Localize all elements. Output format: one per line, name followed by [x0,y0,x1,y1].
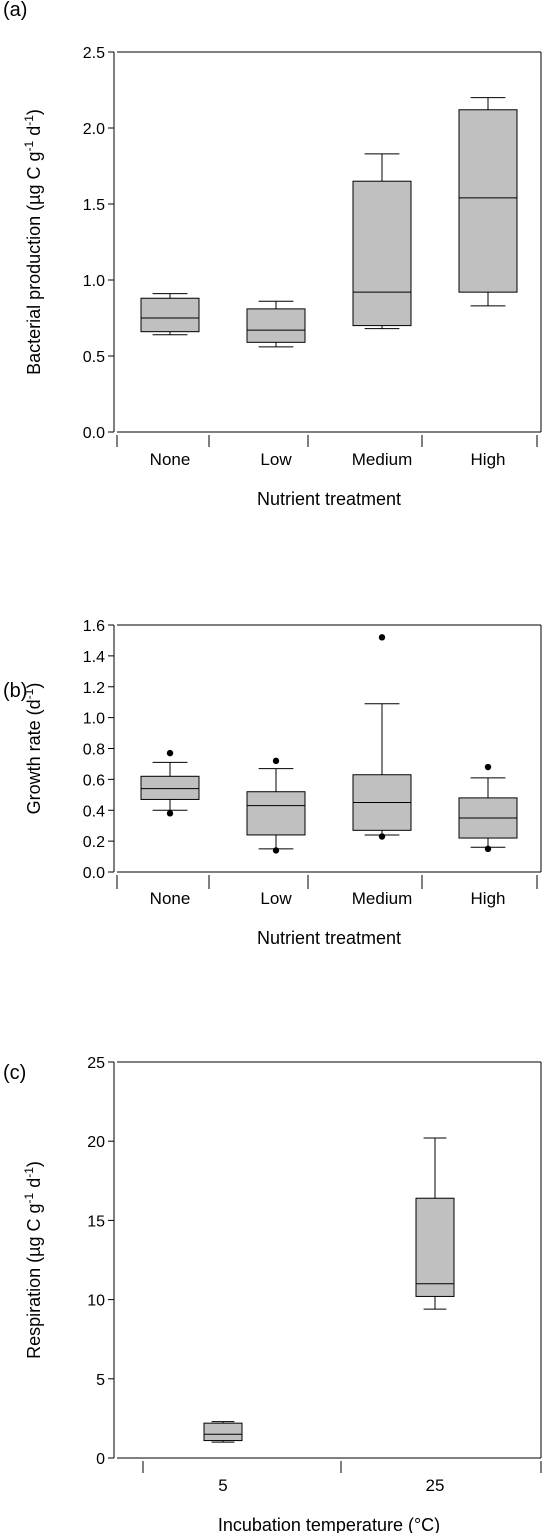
box-iqr [352,180,412,327]
y-tick-label: 1.4 [83,649,105,666]
y-axis-title: Growth rate (d-1) [22,683,44,815]
box-iqr [140,297,200,333]
y-axis-title-part: Growth rate (d [24,699,44,814]
y-axis-title-superscript: -1 [22,115,36,126]
y-axis-title-superscript: -1 [22,1192,36,1203]
y-tick-label: 10 [87,1293,105,1310]
box-iqr [458,109,518,293]
y-tick-label: 25 [87,1055,105,1072]
y-axis-title-superscript: -1 [22,1167,36,1178]
y-tick-label: 0.0 [83,865,105,882]
outlier-point [378,634,386,641]
x-category-label: Low [260,450,292,469]
x-category-label: None [150,450,191,469]
y-tick-label: 0.5 [83,349,105,366]
y-axis-title: Bacterial production (µg C g-1 d-1) [22,109,44,375]
y-tick-label: 1.0 [83,273,105,290]
y-tick-label: 1.2 [83,680,105,697]
y-tick-label: 5 [96,1372,105,1389]
y-tick-label: 1.6 [83,618,105,635]
box-iqr [246,791,306,836]
outlier-point [484,845,492,853]
outlier-point [484,763,492,771]
box-iqr [140,775,200,800]
y-axis-title-part: d [24,126,44,141]
x-category-label: Low [260,889,292,908]
y-axis-title: Respiration (µg C g-1 d-1) [22,1161,44,1359]
y-axis-title-superscript: -1 [22,140,36,151]
y-axis-title-part: Bacterial production (µg C g [24,151,44,374]
y-axis-title-superscript: -1 [22,688,36,699]
y-tick-label: 0.6 [83,772,105,789]
y-tick-label: 0 [96,1451,105,1468]
panel-label-c: (c) [3,1062,26,1084]
box-iqr [203,1422,243,1442]
x-category-label: High [471,889,506,908]
x-axis-title: Incubation temperature (°C) [218,1515,440,1533]
y-tick-label: 0.4 [83,803,105,820]
box-iqr [415,1197,455,1297]
y-tick-label: 15 [87,1213,105,1230]
outlier-point [378,833,386,840]
outlier-point [166,810,174,817]
x-category-label: 5 [218,1476,227,1495]
y-tick-label: 0.0 [83,425,105,442]
panel-label-a: (a) [3,0,27,21]
y-tick-label: 2.0 [83,121,105,138]
y-tick-label: 0.2 [83,834,105,851]
x-axis-title: Nutrient treatment [257,928,401,948]
x-category-label: None [150,889,191,908]
y-tick-label: 0.8 [83,742,105,759]
x-category-label: Medium [352,889,412,908]
y-axis-title-part: ) [24,109,44,115]
y-tick-label: 20 [87,1134,105,1151]
y-tick-label: 1.0 [83,711,105,728]
y-axis-title-part: Respiration (µg C g [24,1203,44,1358]
outlier-point [272,757,280,765]
box-iqr [246,308,306,343]
outlier-point [166,749,174,757]
x-axis-title: Nutrient treatment [257,489,401,509]
y-tick-label: 1.5 [83,197,105,214]
y-axis-title-part: ) [24,1161,44,1167]
y-axis-title-part: d [24,1178,44,1193]
outlier-point [272,847,280,854]
panel-label-b: (b) [3,680,27,702]
x-category-label: 25 [426,1476,445,1495]
y-tick-label: 2.5 [83,45,105,62]
y-axis-title-part: ) [24,683,44,689]
x-category-label: High [471,450,506,469]
x-category-label: Medium [352,450,412,469]
